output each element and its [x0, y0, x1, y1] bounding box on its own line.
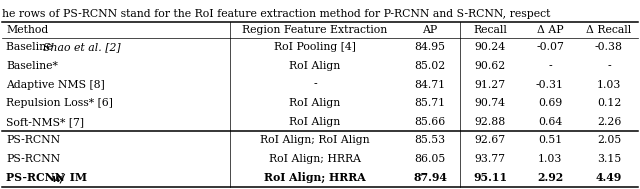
Text: 0.64: 0.64: [538, 117, 562, 127]
Text: Adaptive NMS [8]: Adaptive NMS [8]: [6, 80, 105, 90]
Text: PS-RCNN: PS-RCNN: [6, 136, 60, 146]
Text: AP: AP: [422, 25, 438, 35]
Text: 91.27: 91.27: [474, 80, 506, 90]
Text: 86.05: 86.05: [414, 154, 445, 164]
Text: Baseline*: Baseline*: [6, 61, 58, 71]
Text: 84.71: 84.71: [415, 80, 445, 90]
Text: 4.49: 4.49: [596, 172, 622, 183]
Text: 87.94: 87.94: [413, 172, 447, 183]
Text: 92.67: 92.67: [474, 136, 506, 146]
Text: 1.03: 1.03: [597, 80, 621, 90]
Text: 2.92: 2.92: [537, 172, 563, 183]
Text: 93.77: 93.77: [474, 154, 506, 164]
Text: RoI Align: RoI Align: [289, 61, 340, 71]
Text: 2.26: 2.26: [597, 117, 621, 127]
Text: 3.15: 3.15: [597, 154, 621, 164]
Text: 85.66: 85.66: [414, 117, 445, 127]
Text: RoI Align: RoI Align: [289, 98, 340, 108]
Text: Δ Recall: Δ Recall: [586, 25, 632, 35]
Text: -0.38: -0.38: [595, 42, 623, 52]
Text: 2.05: 2.05: [597, 136, 621, 146]
Text: Baseline: Baseline: [6, 42, 56, 52]
Text: RoI Pooling [4]: RoI Pooling [4]: [274, 42, 356, 52]
Text: 95.11: 95.11: [473, 172, 507, 183]
Text: 0.12: 0.12: [597, 98, 621, 108]
Text: he rows of PS-RCNN stand for the RoI feature extraction method for P-RCNN and S-: he rows of PS-RCNN stand for the RoI fea…: [2, 9, 550, 19]
Text: w/: w/: [52, 172, 65, 183]
Text: Repulsion Loss* [6]: Repulsion Loss* [6]: [6, 98, 113, 108]
Text: RoI Align; HRRA: RoI Align; HRRA: [269, 154, 361, 164]
Text: Soft-NMS* [7]: Soft-NMS* [7]: [6, 117, 84, 127]
Text: Method: Method: [6, 25, 48, 35]
Text: -: -: [313, 80, 317, 90]
Text: 92.88: 92.88: [474, 117, 506, 127]
Text: 0.69: 0.69: [538, 98, 562, 108]
Text: Shao et al. [2]: Shao et al. [2]: [43, 42, 120, 52]
Text: PS-RCNN: PS-RCNN: [6, 154, 60, 164]
Text: RoI Align; RoI Align: RoI Align; RoI Align: [260, 136, 370, 146]
Text: 0.51: 0.51: [538, 136, 562, 146]
Text: 1.03: 1.03: [538, 154, 562, 164]
Text: RoI Align; HRRA: RoI Align; HRRA: [264, 172, 366, 183]
Text: RoI Align: RoI Align: [289, 117, 340, 127]
Text: 85.53: 85.53: [415, 136, 445, 146]
Text: 90.74: 90.74: [474, 98, 506, 108]
Text: Region Feature Extraction: Region Feature Extraction: [243, 25, 388, 35]
Text: 90.62: 90.62: [474, 61, 506, 71]
Text: 90.24: 90.24: [474, 42, 506, 52]
Text: -: -: [607, 61, 611, 71]
Text: -0.31: -0.31: [536, 80, 564, 90]
Text: Recall: Recall: [473, 25, 507, 35]
Text: -0.07: -0.07: [536, 42, 564, 52]
Text: 85.02: 85.02: [414, 61, 445, 71]
Text: PS-RCNN: PS-RCNN: [6, 172, 68, 183]
Text: 84.95: 84.95: [415, 42, 445, 52]
Text: Δ AP: Δ AP: [537, 25, 563, 35]
Text: -: -: [548, 61, 552, 71]
Text: 85.71: 85.71: [415, 98, 445, 108]
Text: IM: IM: [66, 172, 87, 183]
